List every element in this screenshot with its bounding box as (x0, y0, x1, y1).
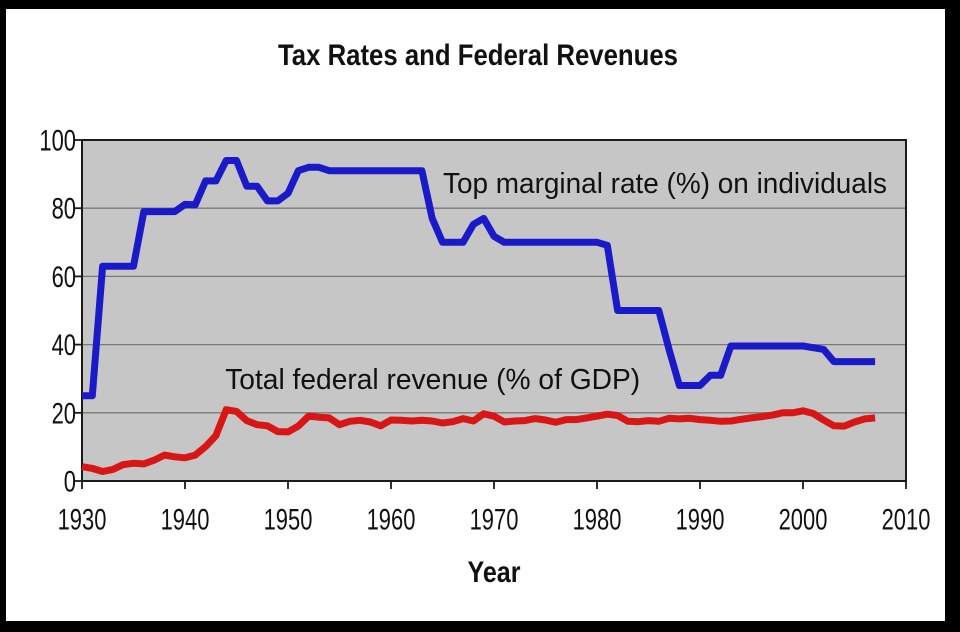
y-tick-label-100: 100 (39, 125, 76, 158)
y-tick-label-60: 60 (52, 261, 76, 294)
y-tick-label-20: 20 (52, 397, 76, 430)
x-tick-labels: 1930 1940 1950 1960 1970 1980 1990 2000 2010 (58, 504, 931, 537)
y-tick-labels: 0 20 40 60 80 100 (39, 125, 76, 499)
x-tick-label-2010: 2010 (882, 504, 931, 537)
y-tick-label-80: 80 (52, 193, 76, 226)
series-label-0: Top marginal rate (%) on individuals (443, 168, 887, 200)
x-tick-label-1980: 1980 (573, 504, 622, 537)
series-line-1 (81, 406, 876, 475)
series-lines (81, 157, 876, 475)
series-line-0 (82, 157, 876, 400)
x-tick-label-1960: 1960 (367, 504, 416, 537)
x-tick-label-1970: 1970 (470, 504, 519, 537)
x-tick-label-1950: 1950 (264, 504, 313, 537)
x-tick-label-2000: 2000 (779, 504, 828, 537)
axis-tick-marks (74, 139, 907, 489)
y-tick-label-40: 40 (52, 329, 76, 362)
x-tick-label-1940: 1940 (161, 504, 210, 537)
y-tick-label-0: 0 (64, 466, 76, 499)
series-label-1: Total federal revenue (% of GDP) (225, 364, 640, 396)
x-tick-label-1930: 1930 (58, 504, 107, 537)
x-tick-label-1990: 1990 (676, 504, 725, 537)
series-labels: Top marginal rate (%) on individuals Tota… (225, 168, 887, 396)
x-axis-title: Year (468, 556, 521, 589)
chart-title: Tax Rates and Federal Revenues (278, 39, 678, 72)
